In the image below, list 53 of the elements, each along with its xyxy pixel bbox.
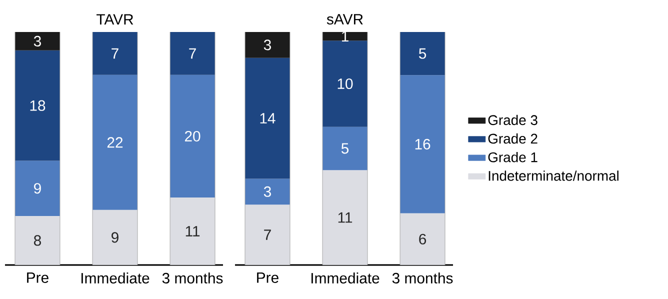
data-label: 18 xyxy=(30,100,46,111)
data-label: 16 xyxy=(415,138,430,150)
bar xyxy=(400,75,446,214)
legend-label: Grade 1 xyxy=(488,152,538,162)
chart-title: TAVR xyxy=(96,14,134,25)
data-label: 3 xyxy=(34,36,41,46)
bar xyxy=(92,210,138,265)
bar xyxy=(245,58,290,179)
data-label: 8 xyxy=(34,235,41,246)
bar xyxy=(15,216,60,265)
data-label: 6 xyxy=(419,234,426,244)
chart-title: sAVR xyxy=(326,14,363,24)
data-label: 9 xyxy=(112,232,118,243)
bar xyxy=(92,32,138,75)
data-label: 20 xyxy=(184,130,200,142)
x-tick-label: 3 months xyxy=(162,272,223,284)
x-tick-label: Immediate xyxy=(312,272,380,284)
data-label: 7 xyxy=(189,48,196,59)
bar xyxy=(15,50,60,161)
data-label: 7 xyxy=(264,230,271,240)
x-tick-label: 3 months xyxy=(392,272,453,284)
bar xyxy=(15,160,60,216)
bar xyxy=(92,74,138,210)
bar xyxy=(245,178,290,205)
bar xyxy=(15,32,60,50)
data-label: 11 xyxy=(338,212,352,223)
legend-label: Indeterminate/normal xyxy=(488,170,618,181)
bar xyxy=(245,32,290,58)
bar xyxy=(170,198,216,265)
data-label: 10 xyxy=(338,78,353,90)
x-tick-label: Pre xyxy=(257,272,278,283)
data-label: 14 xyxy=(260,113,276,124)
data-label: 5 xyxy=(341,143,349,154)
data-label: 5 xyxy=(418,48,426,59)
bar xyxy=(322,170,368,265)
x-tick-label: Immediate xyxy=(82,272,150,284)
bar xyxy=(322,126,368,170)
bar xyxy=(245,204,290,265)
bar xyxy=(322,32,368,41)
x-tick-label: Pre xyxy=(27,272,48,283)
data-label: 11 xyxy=(186,226,200,236)
bar xyxy=(400,32,446,76)
data-label: 7 xyxy=(112,48,118,59)
legend-label: Grade 2 xyxy=(488,133,538,144)
bar xyxy=(322,40,368,127)
legend-label: Grade 3 xyxy=(488,114,538,126)
data-label: 9 xyxy=(34,183,41,194)
data-label: 3 xyxy=(264,40,271,50)
data-label: 22 xyxy=(107,137,123,148)
bar xyxy=(170,32,216,75)
bar xyxy=(170,74,216,198)
bar xyxy=(400,213,446,265)
data-label: 3 xyxy=(264,186,271,197)
